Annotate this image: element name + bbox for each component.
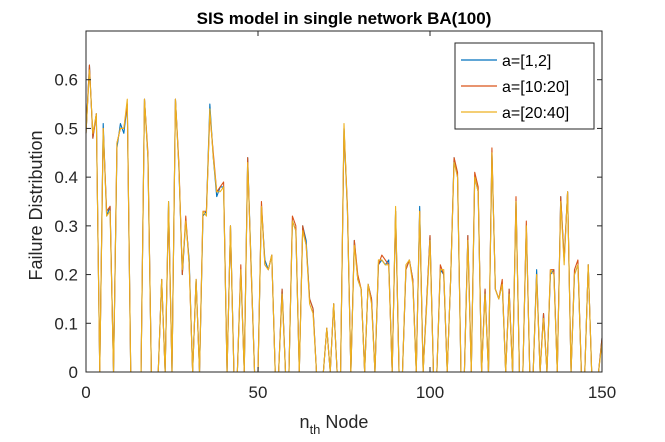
- axes-layer: [85, 30, 603, 373]
- legend-entry-series-3: a=[20:40]: [502, 105, 569, 122]
- legend: a=[1,2] a=[10:20] a=[20:40]: [454, 42, 595, 130]
- chart-title: SIS model in single network BA(100): [197, 9, 492, 28]
- y-tick-label: 0: [69, 363, 78, 382]
- x-axis-label: nth Node: [300, 412, 369, 437]
- x-tick-label: 150: [588, 383, 616, 402]
- y-tick-label: 0.1: [54, 314, 78, 333]
- x-axis-label-rest: Node: [320, 412, 368, 432]
- legend-entry-series-2: a=[10:20]: [502, 79, 569, 96]
- y-tick-label: 0.6: [54, 71, 78, 90]
- x-axis-label-main: n: [300, 412, 310, 432]
- y-tick-label: 0.5: [54, 119, 78, 138]
- x-tick-label: 50: [249, 383, 268, 402]
- y-tick-label: 0.3: [54, 217, 78, 236]
- y-axis-label: Failure Distribution: [26, 130, 46, 280]
- x-axis-label-subscript: th: [310, 422, 321, 437]
- x-tick-label: 100: [416, 383, 444, 402]
- x-tick-label: 0: [81, 383, 90, 402]
- y-tick-label: 0.4: [54, 168, 78, 187]
- y-tick-label: 0.2: [54, 266, 78, 285]
- ticks-layer: 0 50 100 150 0 0.1 0.2 0.3 0.4 0.5 0.6: [54, 31, 616, 402]
- axes-box: [85, 30, 603, 373]
- legend-entry-series-1: a=[1,2]: [502, 53, 551, 70]
